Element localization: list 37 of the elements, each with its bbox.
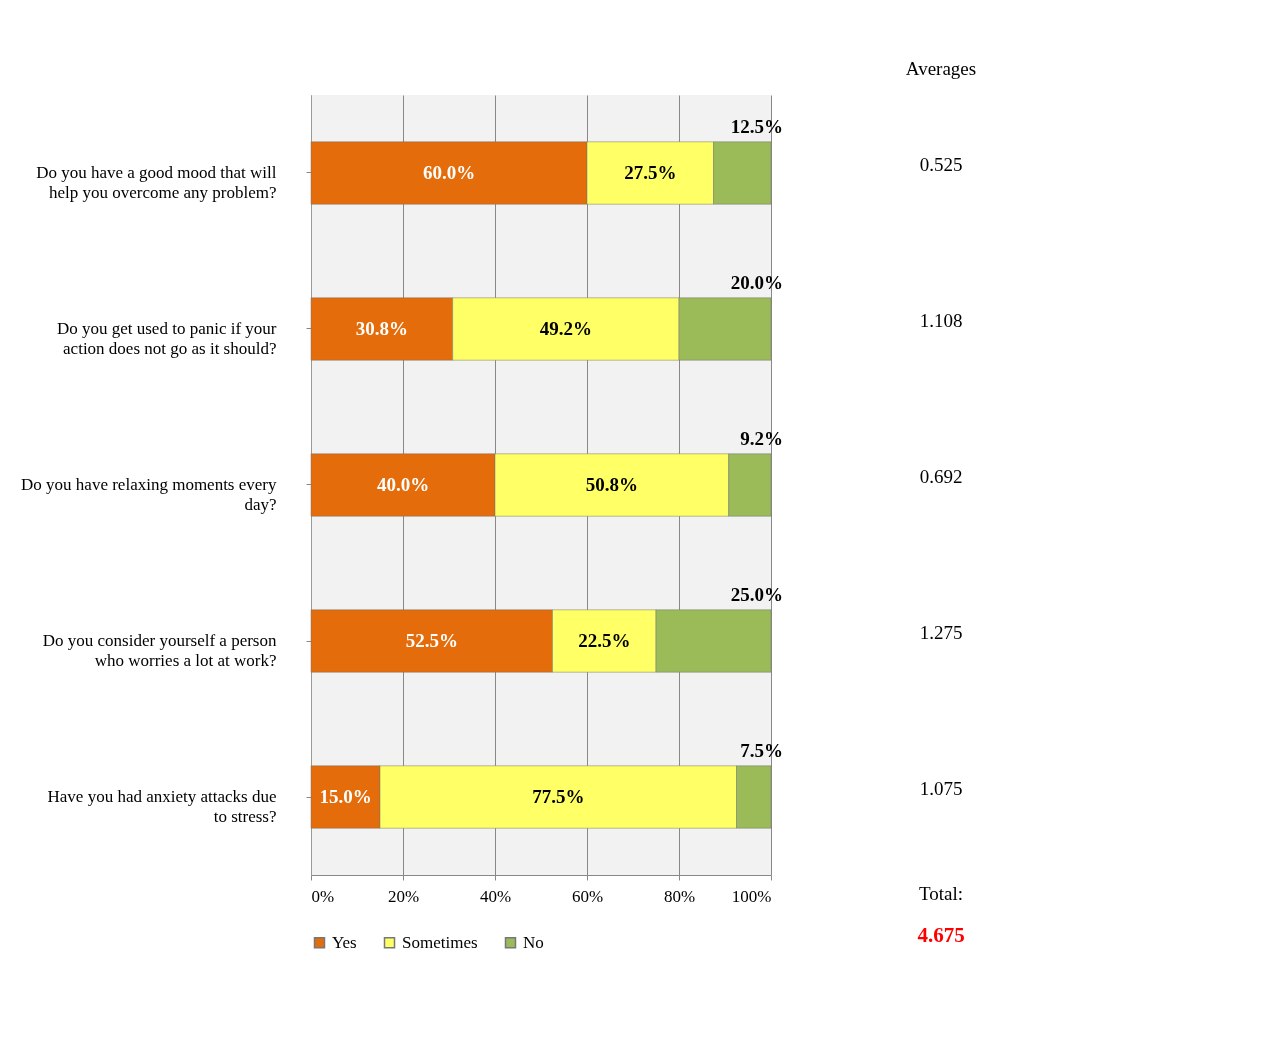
data-label: 15.0% <box>319 786 372 807</box>
data-label: 22.5% <box>578 630 631 651</box>
data-label: 50.8% <box>585 474 638 495</box>
data-label: 40.0% <box>376 474 430 495</box>
text: 1.108 <box>919 310 963 331</box>
data-label: 25.0% <box>730 584 783 605</box>
data-label: 27.5% <box>624 162 677 183</box>
y-tick-label: Do you have relaxing moments every day? <box>21 475 277 514</box>
data-label: 77.5% <box>532 786 585 807</box>
legend-label: Sometimes <box>402 932 478 952</box>
legend-label: Yes <box>332 932 357 952</box>
x-tick-label: 40% <box>479 886 512 906</box>
text: 1.075 <box>919 778 963 799</box>
text: 4.675 <box>917 923 965 947</box>
y-tick-label: Have you had anxiety attacks due to stress? <box>47 787 277 826</box>
y-tick-label: Do you get used to panic if your action does not go as it should? <box>56 319 277 358</box>
text: Total: <box>918 883 964 904</box>
y-tick-label: Do you consider yourself a person who worries a lot at work? <box>42 631 277 670</box>
x-tick-label: 0% <box>311 886 335 906</box>
x-tick-label: 100% <box>731 886 772 906</box>
y-tick-label: Do you have a good mood that will help you overcome any problem? <box>36 163 277 202</box>
x-tick-label: 60% <box>571 886 604 906</box>
legend-label: No <box>523 932 544 952</box>
text: Averages <box>905 58 977 79</box>
text: 1.275 <box>919 622 963 643</box>
text: 0.525 <box>919 154 963 175</box>
data-label: 52.5% <box>405 630 458 651</box>
data-label: 49.2% <box>539 318 592 339</box>
data-label: 20.0% <box>730 272 783 293</box>
data-label: 12.5% <box>730 116 783 137</box>
text: 0.692 <box>919 466 963 487</box>
data-label: 60.0% <box>422 162 476 183</box>
data-label: 30.8% <box>355 318 408 339</box>
data-label: 7.5% <box>740 740 783 761</box>
x-tick-label: 20% <box>387 886 420 906</box>
x-tick-label: 80% <box>663 886 696 906</box>
data-label: 9.2% <box>740 428 783 449</box>
